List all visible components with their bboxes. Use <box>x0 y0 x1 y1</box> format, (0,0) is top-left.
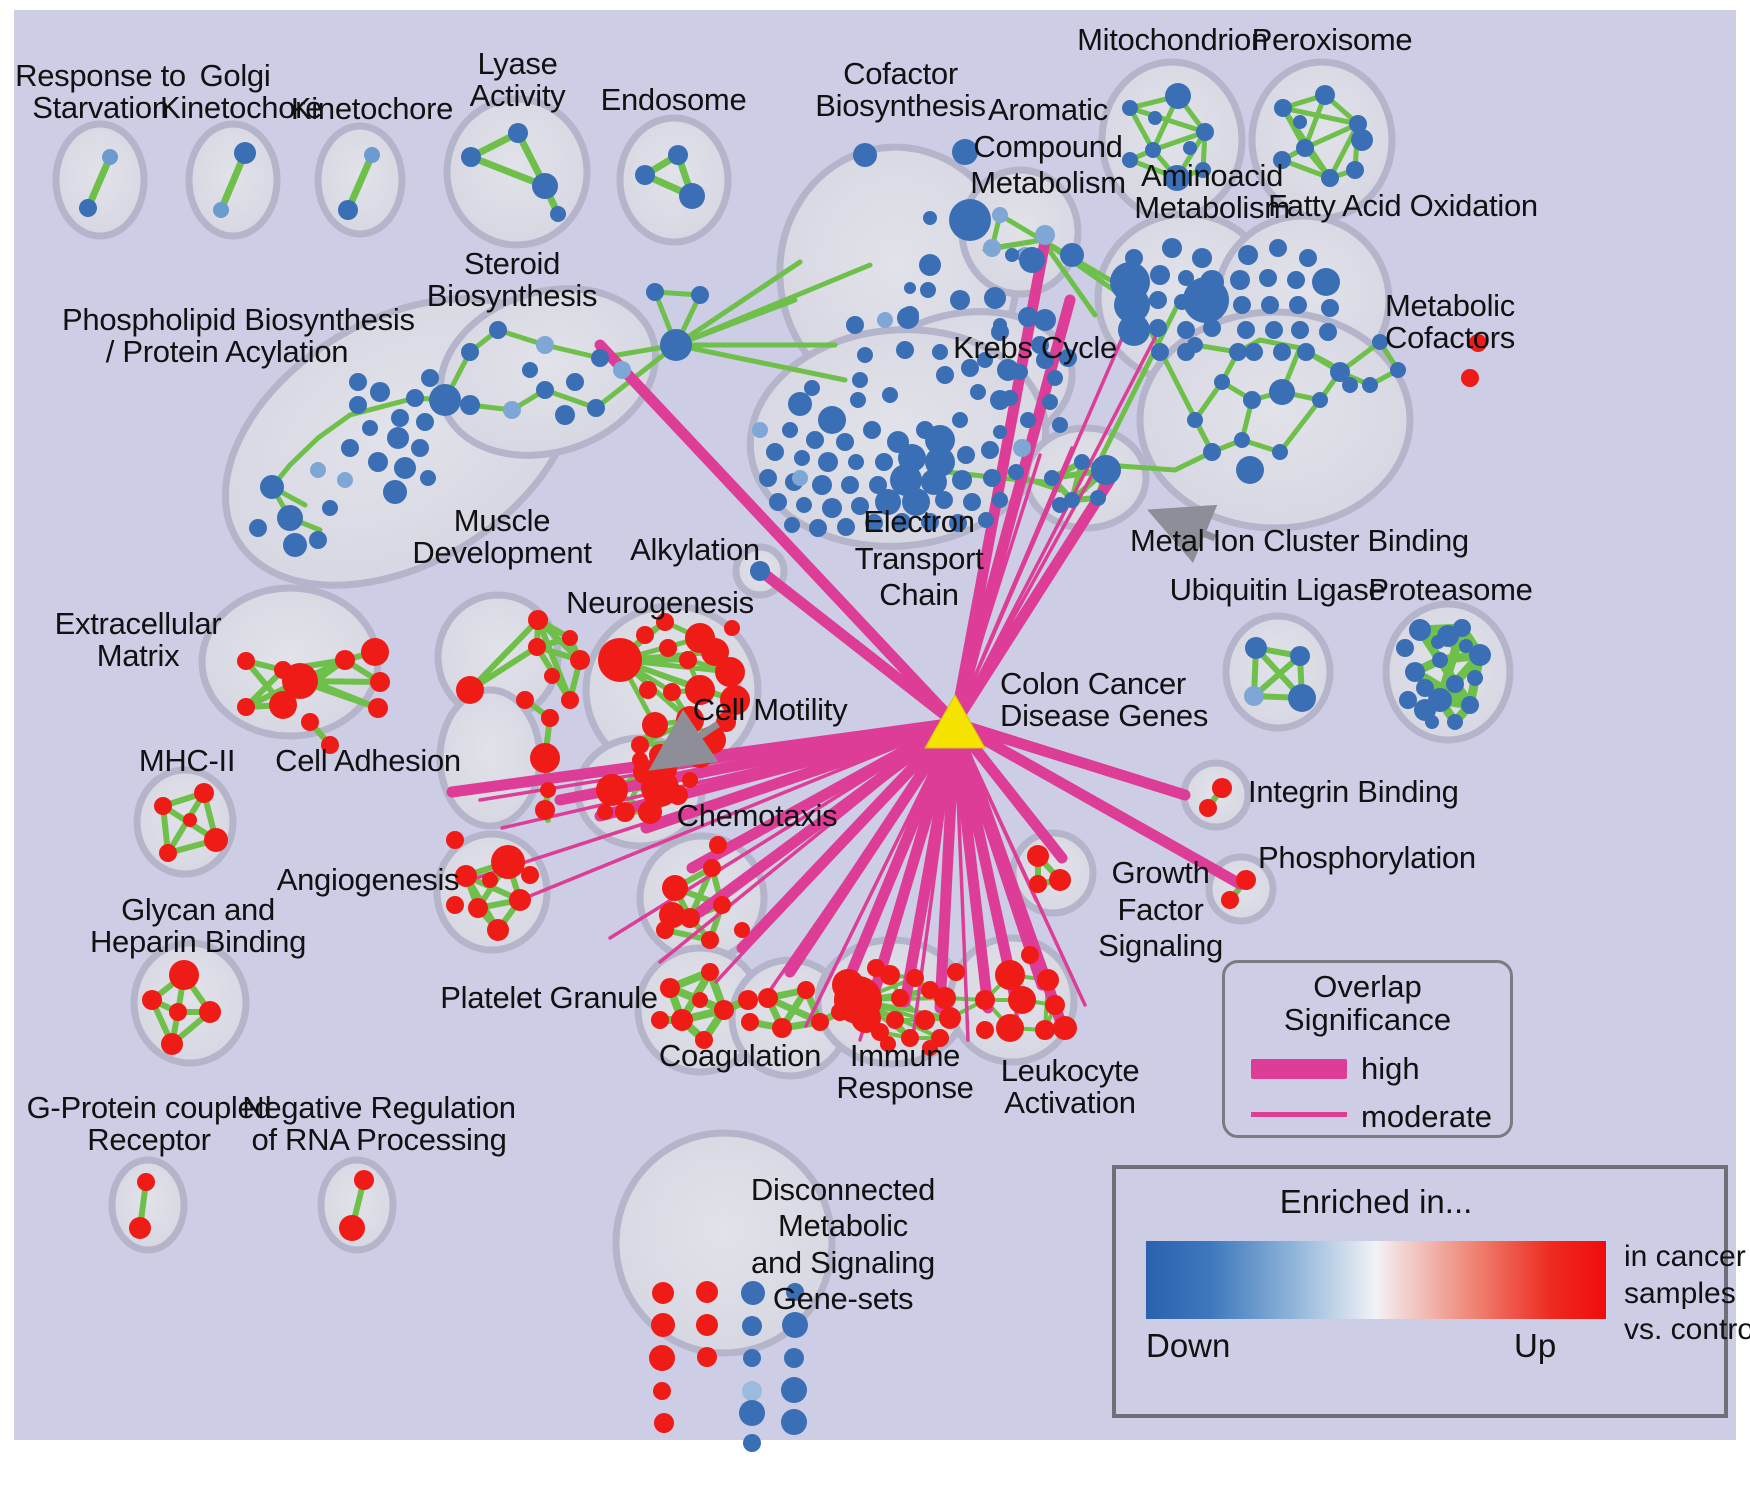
legend-swatch-moderate <box>1251 1112 1347 1117</box>
cluster-label-steroid-biosynthesis: Steroid Biosynthesis <box>426 246 598 314</box>
cluster-label-cell-motility: Cell Motility <box>692 692 848 727</box>
cluster-label-cell-adhesion: Cell Adhesion <box>275 743 461 778</box>
hub-edges-moderate <box>468 318 1160 1046</box>
cluster-label-leukocyte-activation: Leukocyte Activation <box>1000 1053 1140 1121</box>
cluster-label-phosphorylation: Phosphorylation <box>1258 840 1476 875</box>
legend-swatch-high <box>1251 1059 1347 1079</box>
cluster-label-neurogenesis: Neurogenesis <box>566 585 754 620</box>
halo-glycan-heparin-binding <box>130 939 250 1067</box>
cluster-label-lyase-activity: Lyase Activity <box>469 46 566 114</box>
colon-cancer-hub-node[interactable] <box>924 693 986 749</box>
cluster-label-glycan-heparin-binding: Glycan and Heparin Binding <box>89 892 307 960</box>
cluster-label-growth-factor-signaling: Growth Factor Signaling <box>1098 855 1223 964</box>
cluster-nodes <box>79 83 1491 1452</box>
cluster-label-golgi-vescicle: Golgi Kinetochore <box>160 58 323 126</box>
pointer-arrows <box>648 504 1218 771</box>
halo-endosome <box>616 114 732 246</box>
legend-color-ramp <box>1146 1241 1606 1319</box>
legend-overlap-title: Overlap Significance <box>1283 969 1452 1037</box>
legend-overlap-significance: Overlap Significance high moderate <box>1222 960 1513 1138</box>
hub-label-colon-cancer-disease-genes: Colon Cancer Disease Genes <box>1000 666 1209 734</box>
cluster-label-cofactor-biosynthesis: Cofactor Biosynthesis <box>815 56 986 124</box>
cluster-label-response-to-starvation: Response to Starvation <box>15 58 186 126</box>
cluster-label-peroxisome: Peroxisome <box>1251 22 1413 57</box>
cluster-label-krebs-cycle: Krebs Cycle <box>953 330 1117 365</box>
legend-label-up: Up <box>1514 1327 1557 1364</box>
cluster-label-fatty-acid-oxidation: Fatty Acid Oxidation <box>1268 188 1538 223</box>
cluster-label-disconnected-gene-sets: Disconnected Metabolic and Signaling Gene-s… <box>750 1172 936 1316</box>
metal-ion-pointer-line <box>1147 504 1218 563</box>
cluster-label-aminoacid-metabolism: Aminoacid Metabolism <box>1134 158 1290 226</box>
legend-label-down: Down <box>1146 1327 1231 1364</box>
legend-enriched-title: Enriched in... <box>1279 1183 1473 1220</box>
cluster-label-immune-response: Immune Response <box>836 1038 974 1106</box>
cell-motility-pointer-line <box>648 709 720 771</box>
cluster-label-platelet-granule: Platelet Granule <box>440 980 658 1015</box>
cluster-label-metabolic-cofactors: Metabolic Cofactors <box>1385 288 1515 356</box>
legend-label-high: high <box>1361 1051 1420 1086</box>
cluster-label-muscle-development: Muscle Development <box>412 503 592 571</box>
cluster-label-angiogenesis: Angiogenesis <box>276 862 460 897</box>
cluster-label-g-protein-coupled-receptor: G-Protein coupled Receptor <box>26 1090 272 1158</box>
cluster-label-proteasome: Proteasome <box>1368 572 1533 607</box>
cluster-label-extracellular-matrix: Extracellular Matrix <box>54 606 222 674</box>
cluster-label-alkylation: Alkylation <box>630 532 760 567</box>
cluster-label-mitochondrion: Mitochondrion <box>1077 22 1268 57</box>
cluster-label-mhc-ii: MHC-II <box>138 743 236 778</box>
cluster-label-phospholipid-biosynthesis: Phospholipid Biosynthesis / Protein Acyla… <box>62 302 415 370</box>
cluster-label-endosome: Endosome <box>600 82 747 117</box>
cluster-label-integrin-binding: Integrin Binding <box>1248 774 1459 809</box>
legend-label-moderate: moderate <box>1361 1099 1492 1134</box>
cluster-label-electron-transport-chain: Electron Transport Chain <box>854 504 984 613</box>
cluster-label-negative-regulation-rna-processing: Negative Regulation of RNA Processing <box>242 1090 516 1158</box>
disconnected-gene-set-nodes <box>649 1281 808 1452</box>
cluster-label-ubiquitin-ligase: Ubiquitin Ligase <box>1169 572 1386 607</box>
cluster-label-aromatic-compound-metabolism: Aromatic Compound Metabolism <box>970 92 1126 201</box>
cluster-label-chemotaxis: Chemotaxis <box>676 798 838 833</box>
cluster-label-metal-ion-cluster-binding: Metal Ion Cluster Binding <box>1130 523 1469 558</box>
cluster-label-kinetochore: Kinetochore <box>290 91 454 126</box>
cluster-label-coagulation: Coagulation <box>658 1038 822 1073</box>
legend-enriched-in: Enriched in... Down Up in cancer samples v… <box>1112 1165 1750 1418</box>
